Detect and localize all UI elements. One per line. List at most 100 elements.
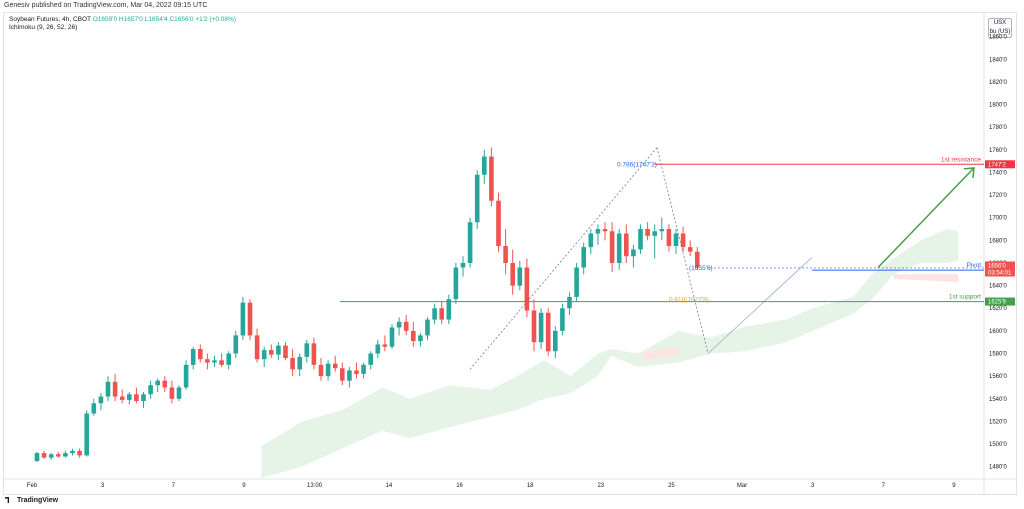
candle-body[interactable] xyxy=(567,296,572,309)
candle-body[interactable] xyxy=(141,394,146,402)
candle-body[interactable] xyxy=(524,267,530,311)
candle-body[interactable] xyxy=(489,156,494,201)
candle-body[interactable] xyxy=(325,363,331,377)
candle-body[interactable] xyxy=(460,262,466,268)
candle-body[interactable] xyxy=(673,233,679,246)
candle-body[interactable] xyxy=(205,359,210,363)
candle-body[interactable] xyxy=(155,380,160,386)
candle-body[interactable] xyxy=(517,267,523,286)
candle-body[interactable] xyxy=(276,345,281,355)
candle-body[interactable] xyxy=(176,387,182,399)
candle-body[interactable] xyxy=(112,381,118,397)
candle-body[interactable] xyxy=(183,364,189,388)
candle-body[interactable] xyxy=(609,231,615,263)
candle-body[interactable] xyxy=(361,364,366,374)
candle-body[interactable] xyxy=(645,229,650,236)
candle-body[interactable] xyxy=(624,233,629,257)
candle-body[interactable] xyxy=(127,394,132,400)
candle-body[interactable] xyxy=(403,321,409,331)
candle-body[interactable] xyxy=(560,308,565,331)
candle-body[interactable] xyxy=(496,200,501,246)
candle-body[interactable] xyxy=(34,453,40,462)
candle-body[interactable] xyxy=(347,370,352,381)
candle-body[interactable] xyxy=(680,233,686,248)
candle-body[interactable] xyxy=(659,229,665,232)
candle-body[interactable] xyxy=(340,368,345,381)
candle-body[interactable] xyxy=(574,267,579,297)
candle-body[interactable] xyxy=(91,403,97,414)
candle-body[interactable] xyxy=(375,344,381,354)
candle-body[interactable] xyxy=(226,353,231,365)
candle-body[interactable] xyxy=(190,348,196,365)
candle-body[interactable] xyxy=(169,387,175,399)
candle-body[interactable] xyxy=(553,330,558,352)
candle-body[interactable] xyxy=(283,345,288,359)
candle-body[interactable] xyxy=(482,156,487,175)
candle-body[interactable] xyxy=(297,356,302,370)
candle-body[interactable] xyxy=(304,343,310,357)
candle-body[interactable] xyxy=(212,360,217,363)
candle-body[interactable] xyxy=(311,343,317,365)
candle-body[interactable] xyxy=(332,363,338,369)
candle-body[interactable] xyxy=(269,350,274,355)
candle-body[interactable] xyxy=(695,251,700,268)
candle-body[interactable] xyxy=(687,247,693,252)
candle-body[interactable] xyxy=(162,380,168,388)
candle-body[interactable] xyxy=(652,231,657,236)
candle-body[interactable] xyxy=(84,413,89,456)
candle-body[interactable] xyxy=(247,302,253,336)
candle-body[interactable] xyxy=(411,330,416,342)
candle-body[interactable] xyxy=(446,299,452,320)
candle-body[interactable] xyxy=(98,396,104,404)
candle-body[interactable] xyxy=(432,308,437,320)
candle-body[interactable] xyxy=(602,229,608,232)
candle-body[interactable] xyxy=(148,385,153,395)
candle-body[interactable] xyxy=(538,312,544,343)
indicator-legend[interactable]: Ichimoku (9, 26, 52, 26) xyxy=(9,24,78,31)
candle-body[interactable] xyxy=(240,302,246,336)
candle-body[interactable] xyxy=(290,358,295,370)
candle-body[interactable] xyxy=(219,360,224,365)
candle-body[interactable] xyxy=(474,174,480,223)
candle-body[interactable] xyxy=(425,319,430,336)
candle-body[interactable] xyxy=(382,344,388,347)
candle-body[interactable] xyxy=(666,229,672,246)
candle-body[interactable] xyxy=(77,450,82,456)
candle-body[interactable] xyxy=(368,353,373,365)
candle-body[interactable] xyxy=(631,249,636,257)
candle-body[interactable] xyxy=(595,229,601,234)
candle-body[interactable] xyxy=(389,327,395,347)
candle-body[interactable] xyxy=(261,350,267,360)
unit-selector[interactable]: USX bu (US) xyxy=(988,18,1012,38)
candle-body[interactable] xyxy=(581,247,586,268)
candle-body[interactable] xyxy=(105,381,111,397)
candle-body[interactable] xyxy=(41,453,47,458)
candle-body[interactable] xyxy=(418,335,423,342)
candle-body[interactable] xyxy=(467,222,473,263)
candle-body[interactable] xyxy=(453,267,459,300)
candle-body[interactable] xyxy=(439,308,444,320)
candle-body[interactable] xyxy=(254,335,260,360)
candle-body[interactable] xyxy=(134,394,139,402)
candle-body[interactable] xyxy=(70,450,75,454)
candle-body[interactable] xyxy=(531,310,537,343)
candle-body[interactable] xyxy=(588,233,594,248)
candle-body[interactable] xyxy=(510,262,515,286)
candle-body[interactable] xyxy=(545,312,551,352)
candle-body[interactable] xyxy=(503,246,508,263)
candle-body[interactable] xyxy=(396,321,402,328)
candle-body[interactable] xyxy=(119,396,125,400)
symbol-name[interactable]: Soybean Futures, 4h, CBOT xyxy=(9,16,91,23)
candle-body[interactable] xyxy=(233,335,239,354)
candle-body[interactable] xyxy=(63,453,68,457)
candle-body[interactable] xyxy=(48,454,54,458)
candle-body[interactable] xyxy=(354,370,359,374)
candle-body[interactable] xyxy=(638,229,643,250)
candle-body[interactable] xyxy=(56,454,61,457)
price-tick-label: 1520'0 xyxy=(989,419,1007,425)
candle-body[interactable] xyxy=(318,364,324,377)
candle-body[interactable] xyxy=(198,348,203,360)
candle-body[interactable] xyxy=(616,233,622,263)
projection-arrow[interactable] xyxy=(877,167,975,269)
